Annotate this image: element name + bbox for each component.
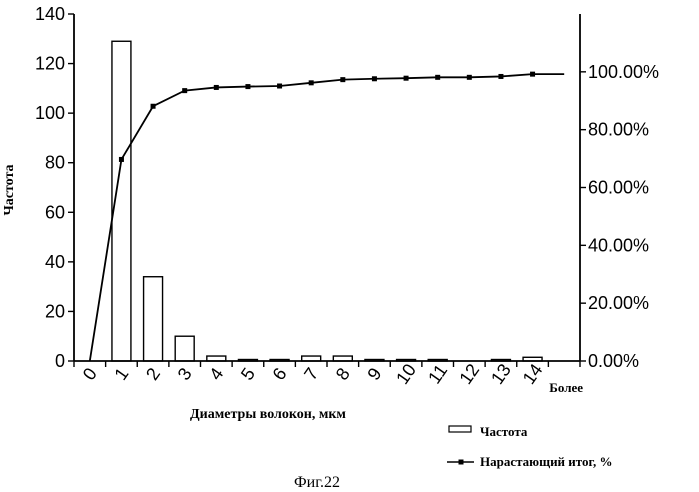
y2-tick-label: 40.00% (588, 235, 649, 255)
y-tick-label: 100 (35, 103, 65, 123)
x-tick-label: 9 (363, 364, 385, 384)
y-tick-label: 20 (45, 301, 65, 321)
cumulative-point-4 (214, 85, 219, 90)
cumulative-point-5 (245, 84, 250, 89)
x-tick-label: 8 (332, 364, 354, 384)
figure-caption: Фиг.22 (294, 474, 340, 491)
x-tick-label: 11 (424, 361, 451, 388)
y-tick-label: 80 (45, 153, 65, 173)
bar-2 (144, 277, 163, 361)
y2-tick-label: 60.00% (588, 178, 649, 198)
x-tick-label: 12 (455, 360, 483, 388)
x-tick-label: 2 (142, 364, 164, 384)
y2-tick-label: 0.00% (588, 351, 639, 371)
x-axis-ticks: 01234567891011121314Более (74, 360, 583, 395)
cumulative-markers (119, 72, 535, 162)
bar-3 (175, 336, 194, 361)
y-tick-label: 60 (45, 202, 65, 222)
y-tick-label: 140 (35, 4, 65, 24)
x-tick-label: 14 (519, 360, 547, 388)
cumulative-point-11 (435, 75, 440, 80)
y2-tick-label: 20.00% (588, 293, 649, 313)
y-axis-label: Частота (2, 164, 17, 215)
y-tick-label: 0 (55, 351, 65, 371)
cumulative-point-10 (404, 76, 409, 81)
cumulative-point-13 (498, 74, 503, 79)
x-axis-label: Диаметры волокон, мкм (190, 407, 346, 422)
x-tick-label: 4 (205, 364, 227, 384)
y2-tick-label: 100.00% (588, 62, 659, 82)
x-tick-label: 7 (300, 364, 322, 384)
cumulative-point-8 (340, 77, 345, 82)
x-tick-label: 3 (174, 364, 196, 384)
legend: Частота Нарастающий итог, % (447, 424, 612, 469)
legend-bar-swatch (449, 426, 471, 432)
x-tick-label: Более (549, 380, 583, 395)
y2-tick-label: 80.00% (588, 120, 649, 140)
bars-group (112, 41, 542, 361)
cumulative-point-12 (467, 75, 472, 80)
cumulative-point-6 (277, 84, 282, 89)
cumulative-point-1 (119, 157, 124, 162)
cumulative-point-2 (151, 104, 156, 109)
y-tick-label: 40 (45, 252, 65, 272)
left-axis-ticks: 0 20 40 60 80 100 120 140 (35, 4, 74, 371)
right-axis-ticks: 0.00% 20.00% 40.00% 60.00% 80.00% 100.00% (580, 62, 659, 371)
cumulative-point-14 (530, 72, 535, 77)
y-tick-label: 120 (35, 54, 65, 74)
x-tick-label: 6 (268, 364, 290, 384)
legend-line-marker (459, 460, 464, 465)
x-tick-label: 10 (392, 360, 420, 388)
cumulative-point-9 (372, 76, 377, 81)
legend-label-cumulative: Нарастающий итог, % (480, 454, 612, 469)
x-tick-label: 5 (237, 364, 259, 384)
x-tick-label: 13 (487, 360, 515, 388)
x-tick-label: 1 (110, 364, 132, 384)
legend-label-frequency: Частота (480, 424, 528, 439)
cumulative-point-3 (182, 88, 187, 93)
cumulative-point-7 (309, 80, 314, 85)
x-tick-label: 0 (79, 364, 101, 384)
